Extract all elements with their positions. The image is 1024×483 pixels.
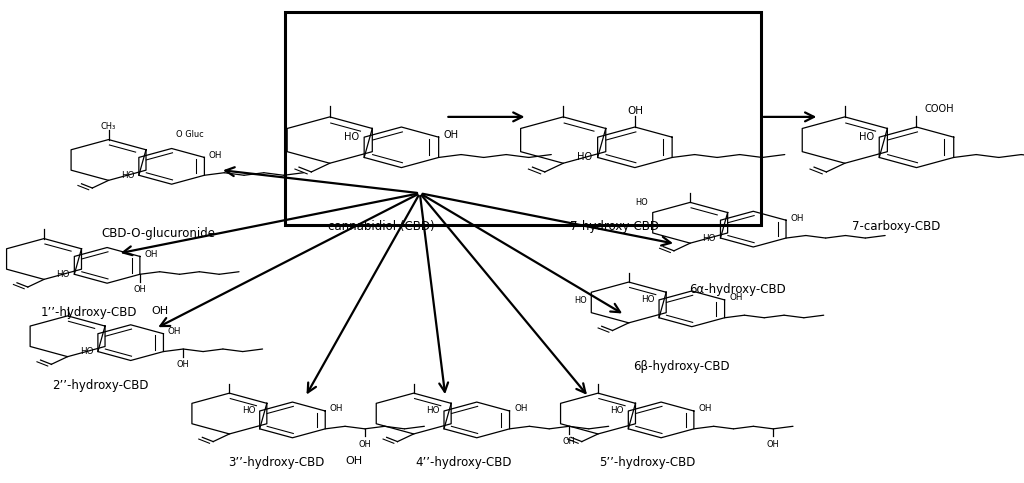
- Text: OH: OH: [133, 285, 146, 294]
- Text: 6β-hydroxy-CBD: 6β-hydroxy-CBD: [633, 360, 729, 373]
- Text: OH: OH: [177, 360, 189, 369]
- Text: 7-carboxy-CBD: 7-carboxy-CBD: [852, 220, 940, 233]
- Text: O Gluc: O Gluc: [176, 130, 204, 140]
- Text: cannabidiol (CBD): cannabidiol (CBD): [328, 220, 434, 233]
- Text: COOH: COOH: [925, 104, 954, 114]
- Text: OH: OH: [144, 250, 158, 259]
- Text: OH: OH: [767, 440, 779, 449]
- Text: 2’’-hydroxy-CBD: 2’’-hydroxy-CBD: [52, 379, 148, 392]
- Text: OH: OH: [209, 151, 222, 160]
- Text: OH: OH: [358, 440, 372, 449]
- Text: 3’’-hydroxy-CBD: 3’’-hydroxy-CBD: [228, 456, 325, 469]
- Text: HO: HO: [80, 347, 93, 356]
- Text: OH: OH: [627, 106, 643, 115]
- Text: 4’’-hydroxy-CBD: 4’’-hydroxy-CBD: [416, 456, 512, 469]
- Text: HO: HO: [56, 270, 70, 279]
- Text: HO: HO: [574, 296, 587, 305]
- Text: OH: OH: [729, 293, 742, 302]
- Text: HO: HO: [578, 153, 593, 162]
- Text: HO: HO: [641, 296, 654, 304]
- Text: HO: HO: [121, 171, 134, 180]
- Text: 5’’-hydroxy-CBD: 5’’-hydroxy-CBD: [599, 456, 695, 469]
- Text: HO: HO: [610, 407, 624, 415]
- Text: OH: OH: [330, 404, 343, 413]
- Text: OH: OH: [152, 306, 169, 316]
- Text: OH: OH: [168, 327, 181, 336]
- Text: 7-hydroxy-CBD: 7-hydroxy-CBD: [570, 220, 658, 233]
- Text: HO: HO: [242, 407, 255, 415]
- Text: OH: OH: [698, 404, 712, 413]
- Text: HO: HO: [426, 407, 439, 415]
- Text: 6α-hydroxy-CBD: 6α-hydroxy-CBD: [689, 283, 785, 296]
- Text: OH: OH: [443, 130, 459, 140]
- Text: OH: OH: [562, 437, 575, 446]
- Text: CBD-O-glucuronide: CBD-O-glucuronide: [101, 227, 216, 240]
- Text: CH₃: CH₃: [101, 122, 116, 131]
- Text: HO: HO: [344, 132, 359, 142]
- Text: 1’’-hydroxy-CBD: 1’’-hydroxy-CBD: [41, 306, 137, 319]
- Text: HO: HO: [859, 132, 874, 142]
- Text: OH: OH: [345, 456, 362, 467]
- Text: OH: OH: [514, 404, 527, 413]
- Text: HO: HO: [702, 234, 716, 242]
- Text: HO: HO: [636, 199, 648, 208]
- Text: OH: OH: [791, 213, 804, 223]
